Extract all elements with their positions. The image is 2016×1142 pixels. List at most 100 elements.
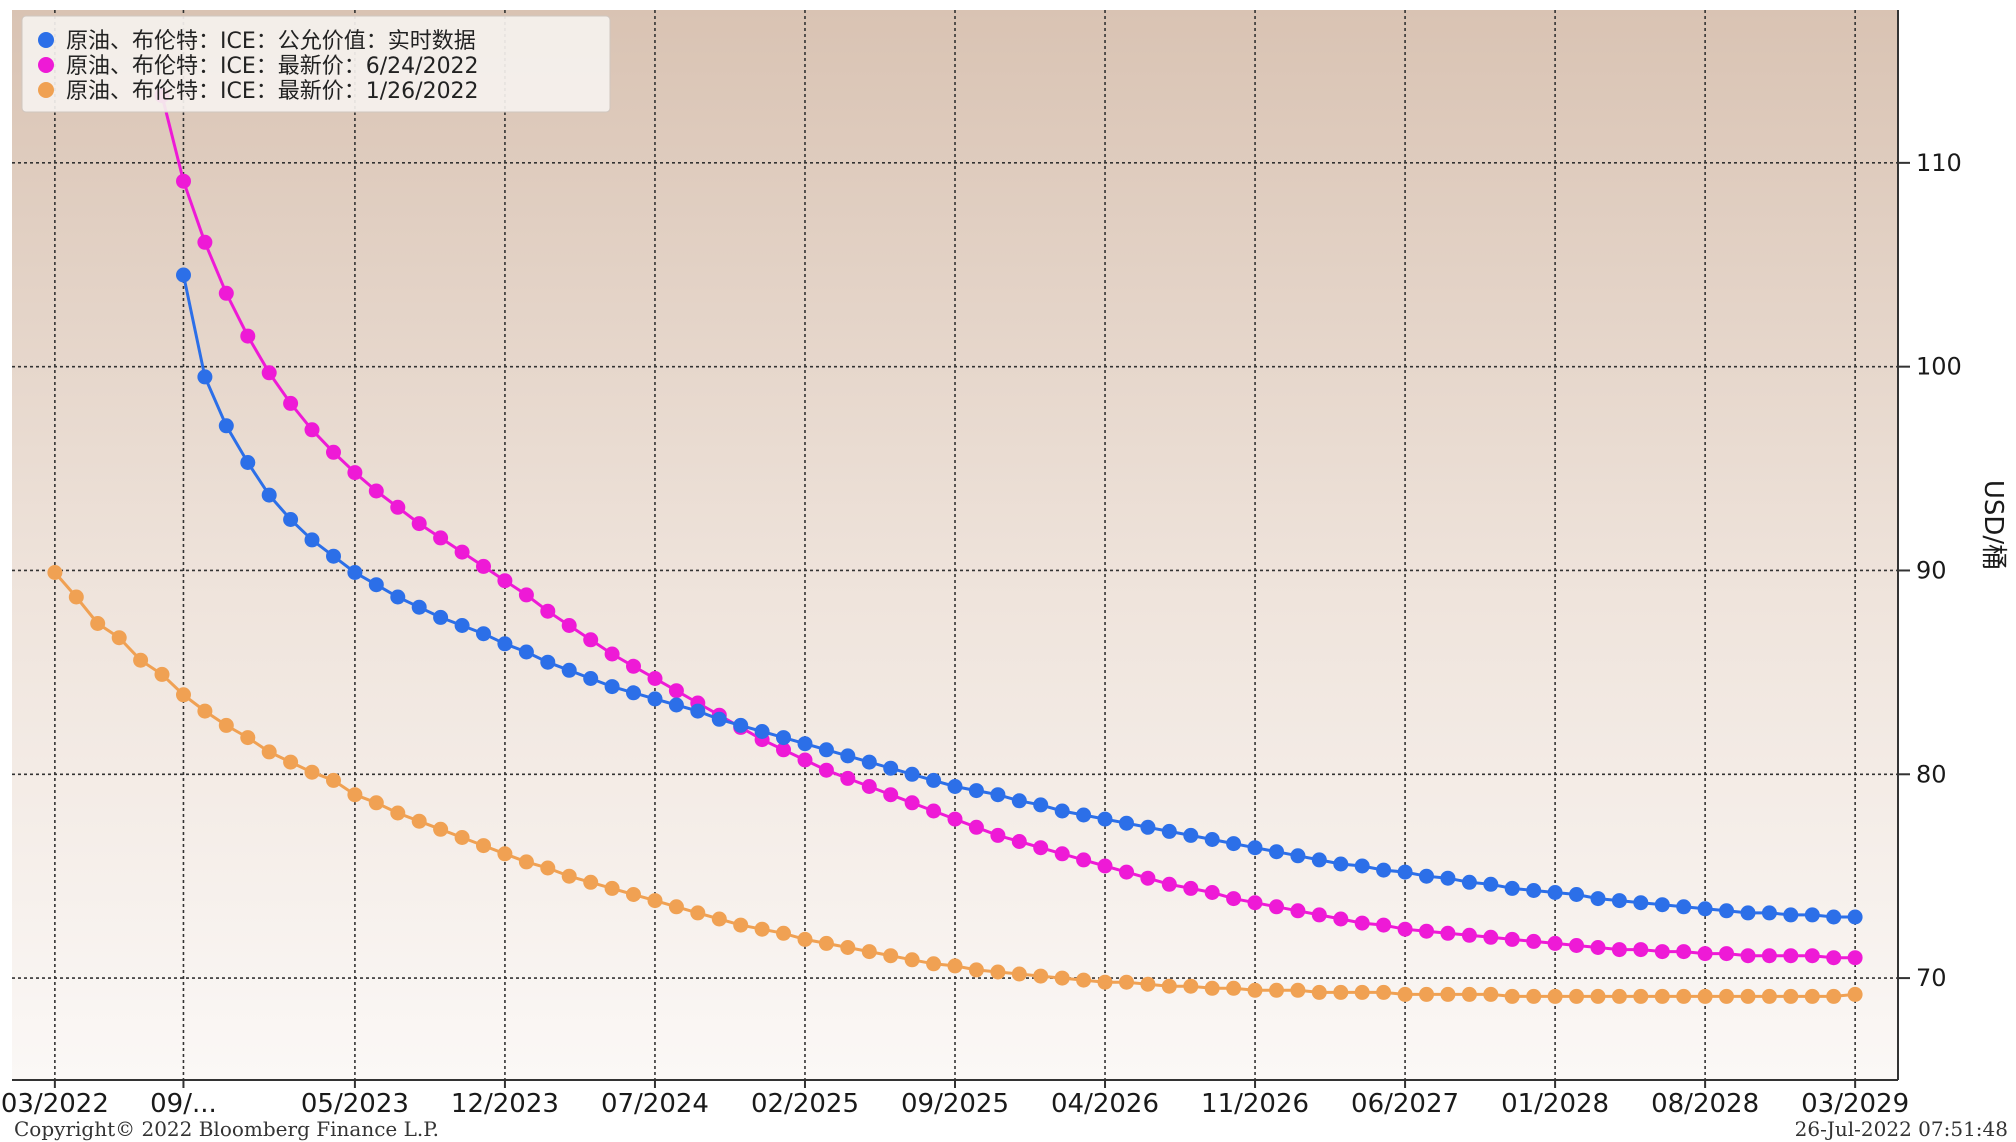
data-point [1676,944,1692,960]
data-point [1440,925,1456,941]
data-point [1033,797,1049,813]
data-point [1504,880,1520,896]
data-point [176,173,191,189]
legend-marker [38,82,54,98]
data-point [476,626,491,642]
timestamp-text: 26-Jul-2022 07:51:48 [1795,1117,2008,1141]
data-point [990,964,1006,980]
data-point [1076,852,1092,868]
data-point [347,787,363,803]
data-point [1119,974,1134,990]
grid [12,10,1898,1080]
data-point [1140,976,1156,992]
data-point [1719,946,1734,962]
data-point [540,603,556,619]
data-point [218,418,234,434]
data-point [454,830,470,845]
data-point [1204,980,1220,996]
data-point [411,599,427,615]
legend-marker [38,32,54,48]
data-point [283,395,299,411]
data-point [561,868,577,884]
data-point [240,328,256,344]
data-point [968,819,984,835]
data-point [347,565,363,580]
data-point [261,365,277,381]
data-point [390,589,406,605]
data-point [1847,950,1863,966]
data-point [1290,848,1306,864]
data-point [218,717,234,733]
data-point [626,887,641,902]
data-point [368,577,384,593]
data-point [583,671,599,686]
data-point [1590,891,1606,907]
y-tick-label: 110 [1916,149,1962,177]
data-point [218,285,234,301]
y-tick-label: 70 [1916,964,1947,992]
data-point [1826,988,1842,1004]
data-point [1611,988,1627,1004]
data-point [1333,984,1349,1000]
data-point [1697,946,1713,962]
data-point [411,813,427,829]
data-point [754,921,770,937]
x-tick-label: 03/2022 [1,1089,109,1119]
data-point [1011,834,1027,849]
data-point [1376,917,1392,933]
data-point [561,618,577,633]
data-point [990,827,1006,843]
data-point [47,565,63,580]
x-tick-label: 12/2023 [451,1089,559,1119]
data-point [197,703,213,719]
data-point [604,880,620,896]
data-point [926,956,942,972]
data-point [733,917,749,933]
data-point [1033,968,1049,984]
data-point [1054,846,1070,862]
y-tick-label: 100 [1916,353,1962,381]
data-point [1547,885,1563,900]
data-point [304,764,320,780]
copyright-text: Copyright© 2022 Bloomberg Finance L.P. [14,1117,439,1141]
data-point [647,671,663,686]
data-point [1354,858,1370,874]
data-point [1119,815,1134,831]
data-point [1633,988,1649,1004]
data-point [1483,876,1499,892]
data-point [1290,982,1306,998]
data-point [711,711,727,727]
data-point [1461,874,1477,890]
data-point [1204,832,1220,847]
data-point [647,893,663,909]
data-point [1590,940,1606,955]
data-point [733,717,749,733]
data-point [1247,982,1263,998]
data-point [1676,899,1692,915]
data-point [326,444,341,460]
data-point [1033,840,1049,856]
data-point [926,803,942,819]
data-point [1419,986,1434,1002]
data-point [154,666,170,682]
data-point [368,483,384,499]
data-point [1697,901,1713,917]
data-point [1247,840,1263,856]
data-point [497,573,513,589]
data-point [1697,988,1713,1004]
data-point [1183,978,1199,994]
data-point [497,846,513,862]
data-point [818,935,834,951]
data-point [1783,907,1799,923]
data-point [1161,978,1177,994]
data-point [840,940,856,955]
data-point [390,499,406,515]
data-point [861,779,877,794]
data-point [518,587,534,603]
data-point [304,422,320,438]
data-point [518,854,534,870]
data-point [1011,966,1027,982]
data-point [1654,897,1670,913]
data-point [1804,988,1820,1004]
